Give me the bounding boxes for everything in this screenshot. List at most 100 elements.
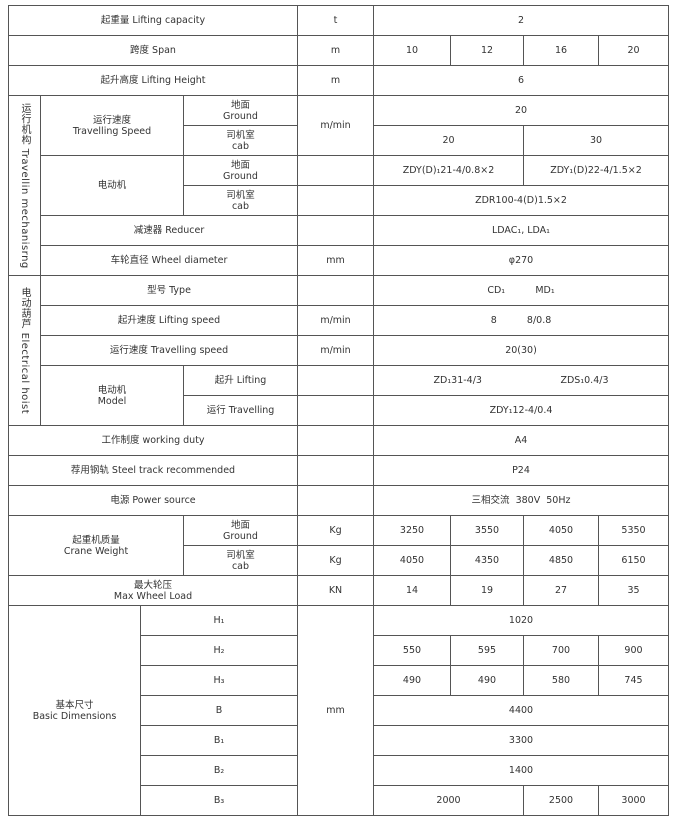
row-label-cell: 型号 Type xyxy=(41,276,298,306)
value-cell: 595 xyxy=(451,636,524,666)
value-cell: 14 xyxy=(374,576,451,606)
value-cell: 10 xyxy=(374,36,451,66)
unit-cell xyxy=(298,366,374,396)
value-cell: A4 xyxy=(374,426,669,456)
row-label-cell: 起升 Lifting xyxy=(184,366,298,396)
unit-cell xyxy=(298,216,374,246)
unit-cell xyxy=(298,276,374,306)
value-cell: 三相交流 380V 50Hz xyxy=(374,486,669,516)
value-cell: 2 xyxy=(374,6,669,36)
value-cell: 3250 xyxy=(374,516,451,546)
value-cell: 6 xyxy=(374,66,669,96)
value-cell: ZDY(D)₁21-4/0.8×2 xyxy=(374,156,524,186)
value-cell: 4050 xyxy=(524,516,599,546)
value-cell: 3300 xyxy=(374,726,669,756)
value-cell: 490 xyxy=(374,666,451,696)
value-cell: 30 xyxy=(524,126,669,156)
value-cell: 12 xyxy=(451,36,524,66)
row-label-cell: 电动葫芦 Electrical hoist xyxy=(9,276,41,426)
specification-table: 起重量 Lifting capacity t 2 跨度 Span m 10 12 16 20 起升… xyxy=(8,5,669,816)
row-label-cell: B₁ xyxy=(141,726,298,756)
value-cell: 35 xyxy=(599,576,669,606)
row-label-cell: 电动机 xyxy=(41,156,184,216)
row-label-cell: 运行速度 Travelling speed xyxy=(41,336,298,366)
row-label-cell: 运行 Travelling xyxy=(184,396,298,426)
value-cell: 20 xyxy=(599,36,669,66)
row-label-cell: 运行速度 Travelling Speed xyxy=(41,96,184,156)
row-label-cell: 最大轮压 Max Wheel Load xyxy=(9,576,298,606)
row-label-cell: 跨度 Span xyxy=(9,36,298,66)
unit-cell: mm xyxy=(298,246,374,276)
unit-cell: Kg xyxy=(298,546,374,576)
value-cell: ZDY₁12-4/0.4 xyxy=(374,396,669,426)
row-label-cell: 起升速度 Lifting speed xyxy=(41,306,298,336)
row-label-cell: 起重量 Lifting capacity xyxy=(9,6,298,36)
row-label-cell: B₃ xyxy=(141,786,298,816)
row-label-cell: 工作制度 working duty xyxy=(9,426,298,456)
value-cell: ZD₁31-4/3 ZDS₁0.4/3 xyxy=(374,366,669,396)
row-label-cell: H₂ xyxy=(141,636,298,666)
value-cell: 20(30) xyxy=(374,336,669,366)
unit-cell xyxy=(298,186,374,216)
value-cell: 4400 xyxy=(374,696,669,726)
row-label-cell: 基本尺寸 Basic Dimensions xyxy=(9,606,141,816)
value-cell: 27 xyxy=(524,576,599,606)
row-label-cell: B₂ xyxy=(141,756,298,786)
value-cell: φ270 xyxy=(374,246,669,276)
value-cell: 1400 xyxy=(374,756,669,786)
unit-cell: mm xyxy=(298,606,374,816)
unit-cell xyxy=(298,456,374,486)
unit-cell: m/min xyxy=(298,306,374,336)
row-label-cell: H₃ xyxy=(141,666,298,696)
value-cell: 20 xyxy=(374,126,524,156)
value-cell: 580 xyxy=(524,666,599,696)
value-cell: 2500 xyxy=(524,786,599,816)
row-label-cell: 电源 Power source xyxy=(9,486,298,516)
row-label-cell: 司机室 cab xyxy=(184,546,298,576)
row-label-cell: H₁ xyxy=(141,606,298,636)
value-cell: LDAC₁, LDA₁ xyxy=(374,216,669,246)
unit-cell: m/min xyxy=(298,96,374,156)
value-cell: 1020 xyxy=(374,606,669,636)
value-cell: 3550 xyxy=(451,516,524,546)
row-label-cell: 地面 Ground xyxy=(184,96,298,126)
row-label-cell: 地面 Ground xyxy=(184,516,298,546)
value-cell: 5350 xyxy=(599,516,669,546)
unit-cell: m xyxy=(298,36,374,66)
unit-cell xyxy=(298,396,374,426)
unit-cell: m/min xyxy=(298,336,374,366)
value-cell: 550 xyxy=(374,636,451,666)
value-cell: 3000 xyxy=(599,786,669,816)
row-label-cell: 地面 Ground xyxy=(184,156,298,186)
value-cell: ZDY₁(D)22-4/1.5×2 xyxy=(524,156,669,186)
row-label-cell: 减速器 Reducer xyxy=(41,216,298,246)
value-cell: 19 xyxy=(451,576,524,606)
row-label-cell: 荐用钢轨 Steel track recommended xyxy=(9,456,298,486)
value-cell: ZDR100-4(D)1.5×2 xyxy=(374,186,669,216)
value-cell: 4350 xyxy=(451,546,524,576)
value-cell: 4050 xyxy=(374,546,451,576)
value-cell: 4850 xyxy=(524,546,599,576)
row-label-cell: 司机室 cab xyxy=(184,126,298,156)
unit-cell: m xyxy=(298,66,374,96)
value-cell: CD₁ MD₁ xyxy=(374,276,669,306)
row-label-cell: 车轮直径 Wheel diameter xyxy=(41,246,298,276)
value-cell: 2000 xyxy=(374,786,524,816)
row-label-cell: 司机室 cab xyxy=(184,186,298,216)
value-cell: 20 xyxy=(374,96,669,126)
value-cell: 900 xyxy=(599,636,669,666)
row-label-cell: B xyxy=(141,696,298,726)
row-label-cell: 起升高度 Lifting Height xyxy=(9,66,298,96)
unit-cell: t xyxy=(298,6,374,36)
row-label-cell: 起重机质量 Crane Weight xyxy=(9,516,184,576)
unit-cell xyxy=(298,486,374,516)
value-cell: 6150 xyxy=(599,546,669,576)
unit-cell xyxy=(298,426,374,456)
unit-cell xyxy=(298,156,374,186)
value-cell: 745 xyxy=(599,666,669,696)
value-cell: 490 xyxy=(451,666,524,696)
unit-cell: KN xyxy=(298,576,374,606)
unit-cell: Kg xyxy=(298,516,374,546)
value-cell: 16 xyxy=(524,36,599,66)
value-cell: 700 xyxy=(524,636,599,666)
